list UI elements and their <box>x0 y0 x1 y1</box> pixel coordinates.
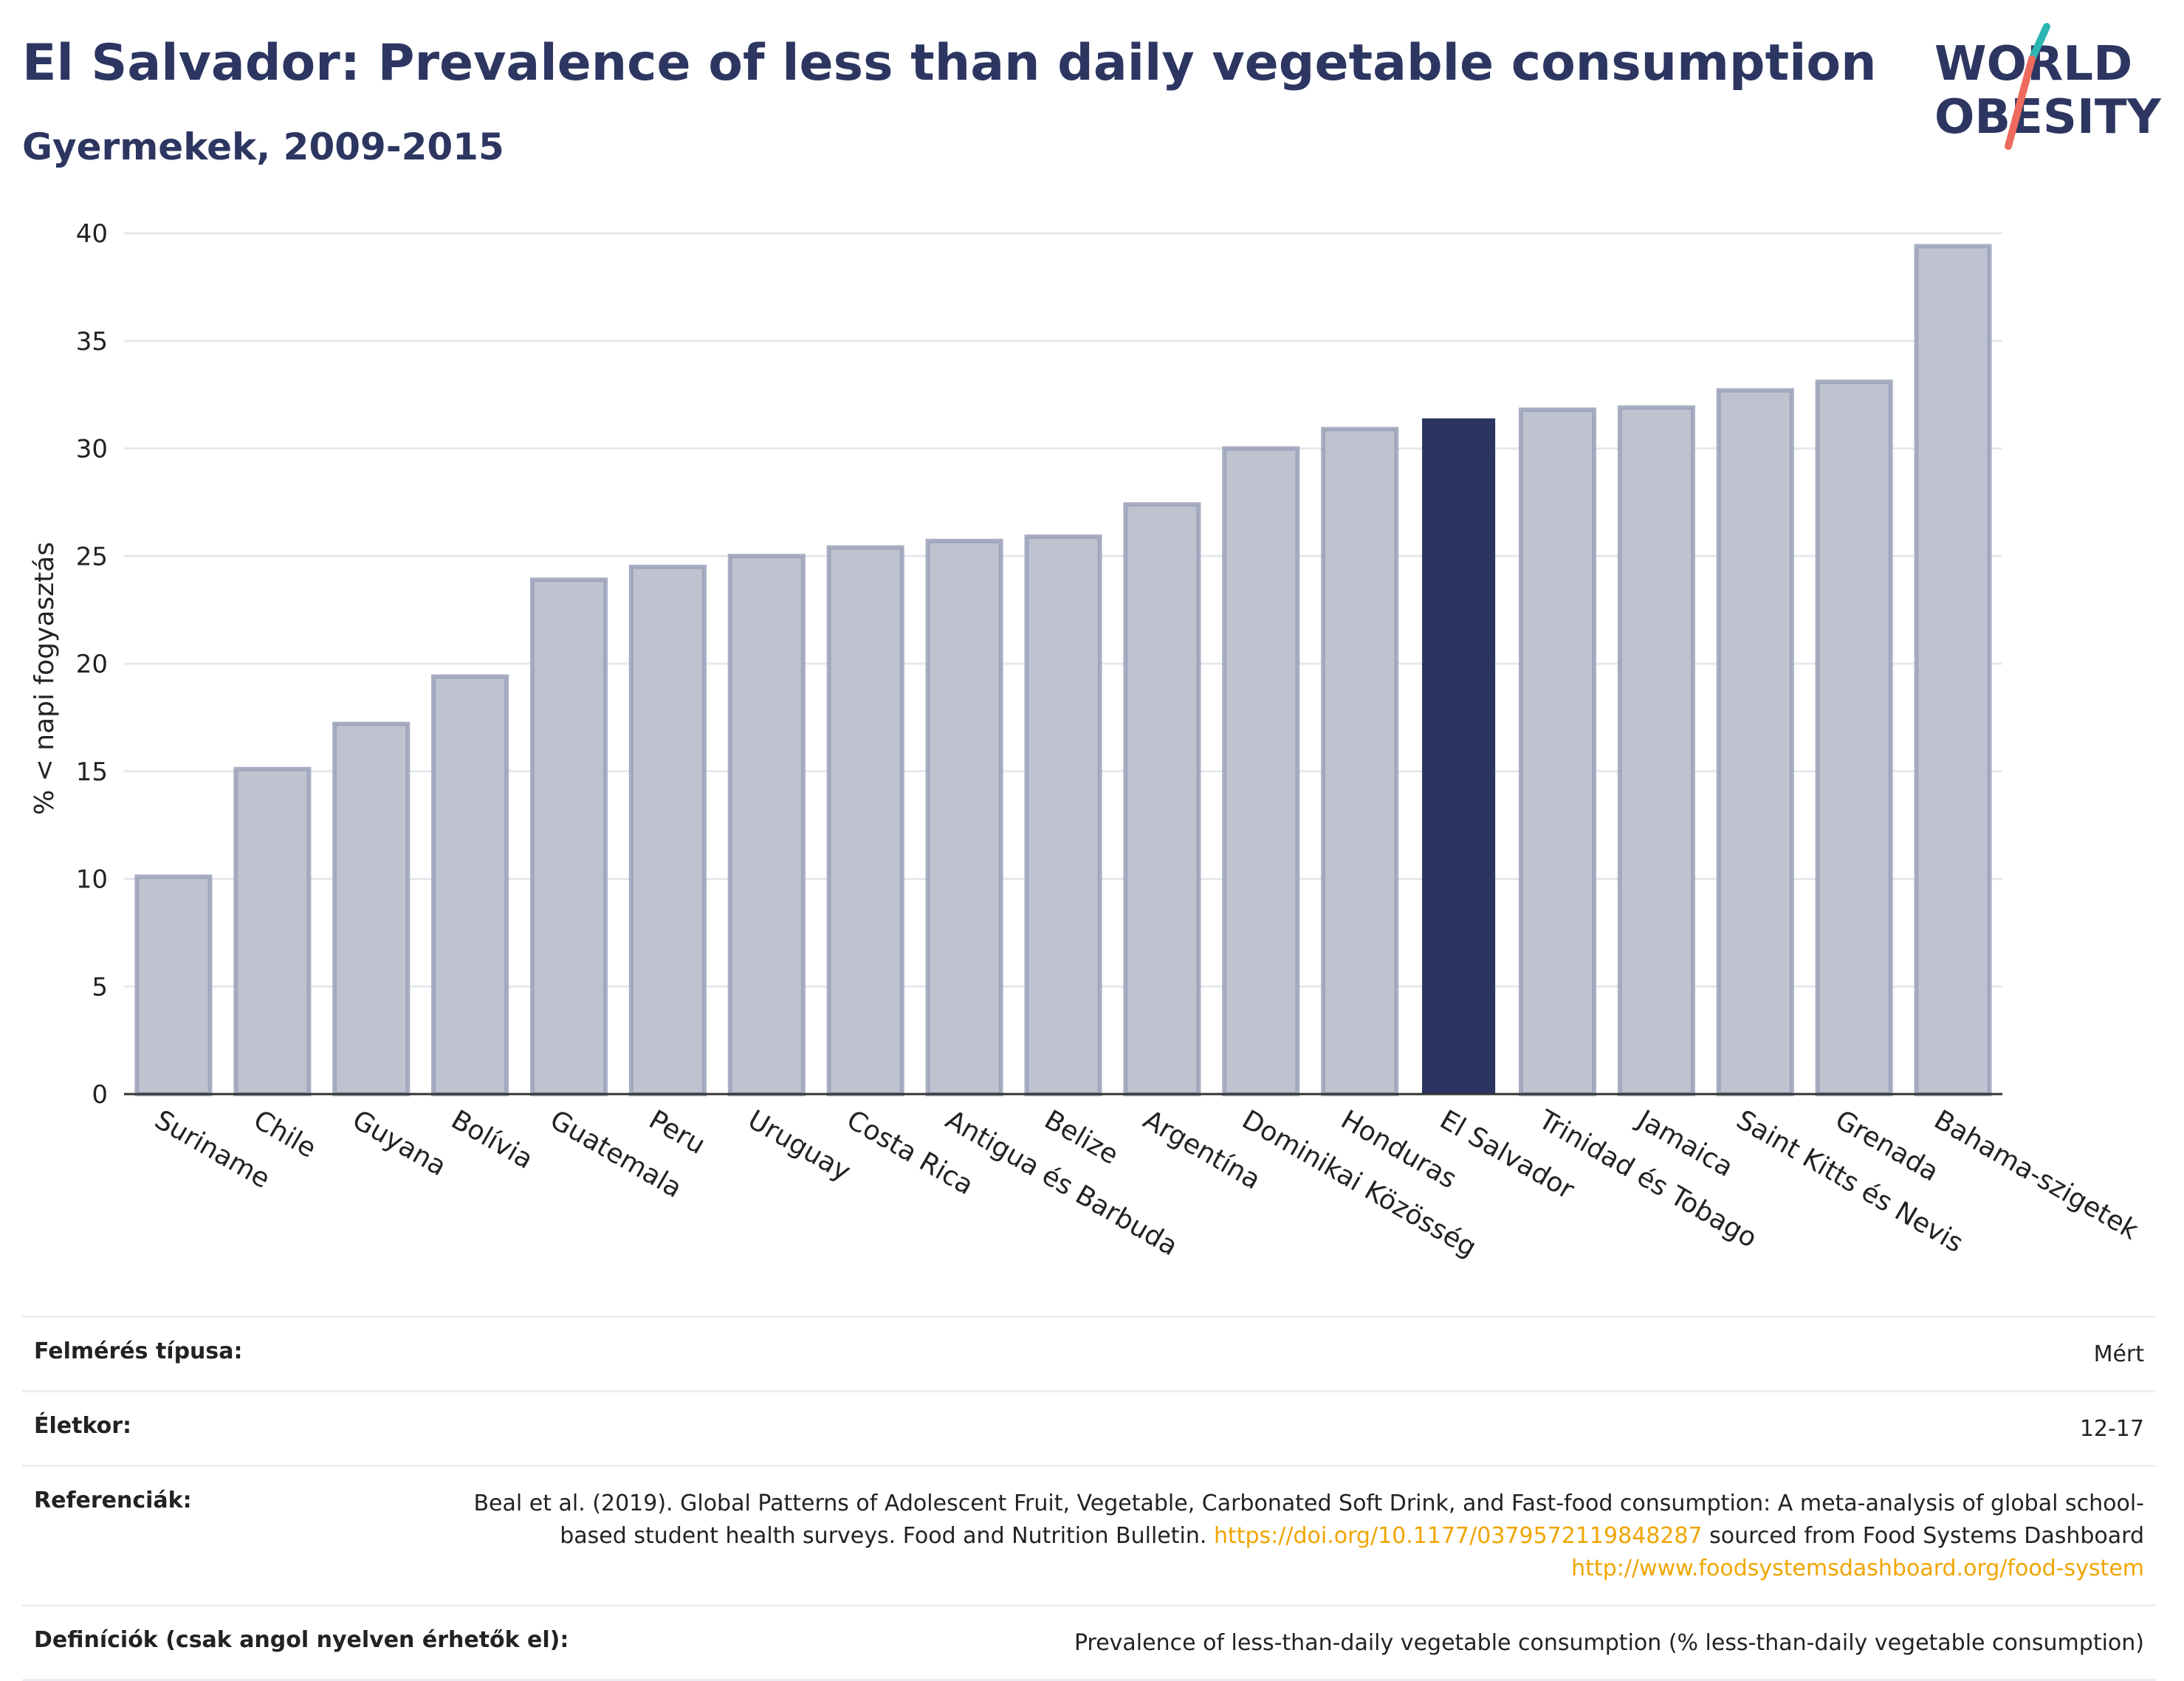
definitions-value: Prevalence of less-than-daily vegetable … <box>1074 1630 2144 1656</box>
y-tick-label: 35 <box>76 327 108 357</box>
age-value: 12-17 <box>2079 1416 2144 1442</box>
bar <box>529 577 608 1096</box>
survey-type-label: Felmérés típusa: <box>34 1338 243 1364</box>
bar <box>826 545 904 1096</box>
x-tick-label: Peru <box>644 1104 710 1161</box>
bar <box>1321 427 1399 1096</box>
y-tick-label: 15 <box>76 757 108 787</box>
logo-teal-stroke <box>2028 23 2050 63</box>
bar <box>925 538 1003 1096</box>
logo-line2: OBESITY <box>1934 90 2161 145</box>
definitions-label: Definíciók (csak angol nyelven érhetők e… <box>34 1627 569 1653</box>
references-value: Beal et al. (2019). Global Patterns of A… <box>446 1488 2144 1585</box>
bar <box>1914 244 1992 1096</box>
references-doi-link[interactable]: https://doi.org/10.1177/0379572119848287 <box>1213 1523 1703 1549</box>
references-label: Referenciák: <box>34 1488 192 1513</box>
bar <box>1024 534 1102 1096</box>
x-tick-label: Guyana <box>347 1104 451 1182</box>
bar <box>332 721 411 1096</box>
y-tick-label: 40 <box>76 219 108 249</box>
world-obesity-logo: WORLD OBESITY <box>1934 23 2161 150</box>
bar <box>233 766 312 1096</box>
info-row-age: Életkor: 12-17 <box>22 1390 2156 1465</box>
survey-type-value: Mért <box>2093 1341 2144 1367</box>
x-tick-label: Chile <box>248 1104 321 1164</box>
info-row-references: Referenciák: Beal et al. (2019). Global … <box>22 1465 2156 1604</box>
info-row-survey-type: Felmérés típusa: Mért <box>22 1316 2156 1390</box>
references-text1: Beal et al. (2019). Global Patterns of A… <box>473 1491 2144 1549</box>
info-table: Felmérés típusa: Mért Életkor: 12-17 Ref… <box>22 1316 2156 1681</box>
page-subtitle: Gyermekek, 2009-2015 <box>22 126 504 168</box>
references-dashboard-link[interactable]: http://www.foodsystemsdashboard.org/food… <box>1571 1555 2144 1581</box>
bar <box>727 554 806 1096</box>
bar <box>1617 405 1695 1096</box>
y-axis-label: % < napi fogyasztás <box>30 542 60 815</box>
bar <box>134 874 213 1096</box>
bar <box>1123 502 1201 1096</box>
y-tick-label: 20 <box>76 650 108 679</box>
logo-coral-stroke <box>2005 55 2036 150</box>
age-label: Életkor: <box>34 1413 132 1439</box>
x-tick-label: Bahama-szigetek <box>1929 1104 2143 1245</box>
page-title: El Salvador: Prevalence of less than dai… <box>22 34 1877 92</box>
bar <box>1222 446 1300 1096</box>
y-tick-label: 10 <box>76 865 108 895</box>
bar <box>431 674 509 1096</box>
x-tick-label: Bolívia <box>446 1104 538 1175</box>
bar <box>628 564 707 1096</box>
y-tick-label: 30 <box>76 435 108 464</box>
info-row-definitions: Definíciók (csak angol nyelven érhetők e… <box>22 1604 2156 1681</box>
bar <box>1422 418 1496 1094</box>
references-text2: sourced from Food Systems Dashboard <box>1709 1523 2144 1549</box>
bar <box>1716 388 1794 1096</box>
x-tick-label: Uruguay <box>743 1104 856 1187</box>
y-tick-label: 25 <box>76 542 108 571</box>
y-tick-label: 0 <box>92 1080 108 1110</box>
y-tick-label: 5 <box>92 972 108 1002</box>
bar <box>1815 379 1893 1096</box>
bar <box>1518 408 1597 1096</box>
